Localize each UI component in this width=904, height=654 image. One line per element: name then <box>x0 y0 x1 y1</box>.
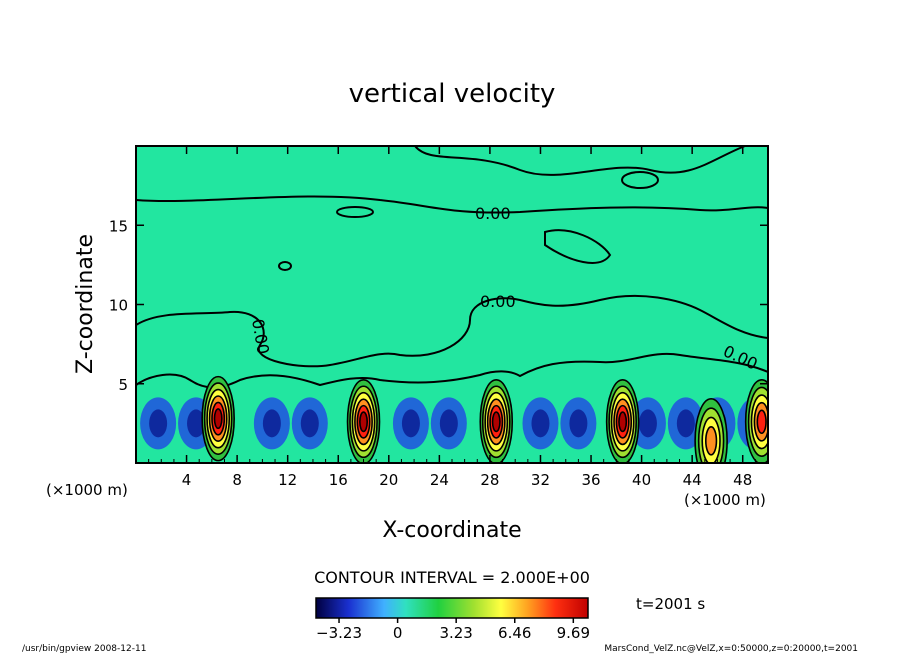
downdraft-core <box>569 409 588 438</box>
contour-zero-mid <box>136 294 768 368</box>
updraft-contour <box>618 411 628 433</box>
x-tick-label: 36 <box>581 471 600 489</box>
downdraft-core <box>300 409 319 438</box>
downdraft-core <box>439 409 458 438</box>
x-tick-label: 8 <box>232 471 242 489</box>
updraft-contour <box>704 426 718 456</box>
contour-label: 0.00 <box>480 292 516 311</box>
contour-island-3 <box>278 261 292 271</box>
marks-layer <box>201 375 768 463</box>
y-tick-label: 5 <box>118 376 128 394</box>
x-unit-label-right: (×1000 m) <box>684 491 766 509</box>
contour-island-4 <box>544 229 612 264</box>
chart-title: vertical velocity <box>349 79 556 109</box>
footer-right: MarsCond_VelZ.nc@VelZ,x=0:50000,z=0:2000… <box>604 644 858 654</box>
colorbar-tick-label: 3.23 <box>439 624 472 642</box>
downdraft-core <box>401 409 420 438</box>
x-tick-label: 20 <box>379 471 398 489</box>
downdraft-core <box>676 409 695 438</box>
downdraft-core <box>531 409 550 438</box>
x-tick-label: 28 <box>480 471 499 489</box>
contour-island-2 <box>621 171 659 189</box>
x-tick-label: 12 <box>278 471 297 489</box>
y-tick-label: 15 <box>109 217 128 235</box>
downdraft-core <box>187 409 206 438</box>
updraft-contour <box>359 411 369 433</box>
x-tick-label: 48 <box>733 471 752 489</box>
contour-interval-label: CONTOUR INTERVAL = 2.000E+00 <box>314 568 590 587</box>
footer-left: /usr/bin/gpview 2008-12-11 <box>22 644 146 654</box>
colorbar-tick-label: 0 <box>393 624 403 642</box>
y-tick-label: 10 <box>109 297 128 315</box>
updraft-contour <box>756 409 767 435</box>
x-tick-label: 44 <box>683 471 702 489</box>
x-tick-label: 32 <box>531 471 550 489</box>
updraft-contour <box>213 408 223 430</box>
contour-label: 0.00 <box>475 204 511 223</box>
colorbar-tick-label: −3.23 <box>316 624 362 642</box>
plot-area <box>136 146 768 463</box>
contour-zero-upper <box>414 146 746 176</box>
y-axis-label: Z-coordinate <box>73 234 98 374</box>
x-tick-label: 24 <box>430 471 449 489</box>
downdraft-core <box>149 409 168 438</box>
x-unit-label: (×1000 m) <box>46 481 128 499</box>
colorbar-tick-label: 9.69 <box>557 624 590 642</box>
downdraft-core <box>638 409 657 438</box>
contour-island-1 <box>336 206 374 218</box>
colorbar-ticks: −3.23 0 3.23 6.46 9.69 <box>316 618 590 642</box>
contour-zero-top <box>136 195 768 214</box>
colorbar-tick-label: 6.46 <box>498 624 531 642</box>
x-tick-label: 40 <box>632 471 651 489</box>
downdraft-core <box>262 409 281 438</box>
colorbar: −3.23 0 3.23 6.46 9.69 <box>315 597 590 642</box>
x-axis-label: X-coordinate <box>382 518 521 543</box>
x-tick-label: 4 <box>182 471 192 489</box>
colorbar-gradient <box>315 597 589 619</box>
updraft-contour <box>491 411 501 433</box>
time-label: t=2001 s <box>636 595 705 613</box>
x-tick-label: 16 <box>329 471 348 489</box>
